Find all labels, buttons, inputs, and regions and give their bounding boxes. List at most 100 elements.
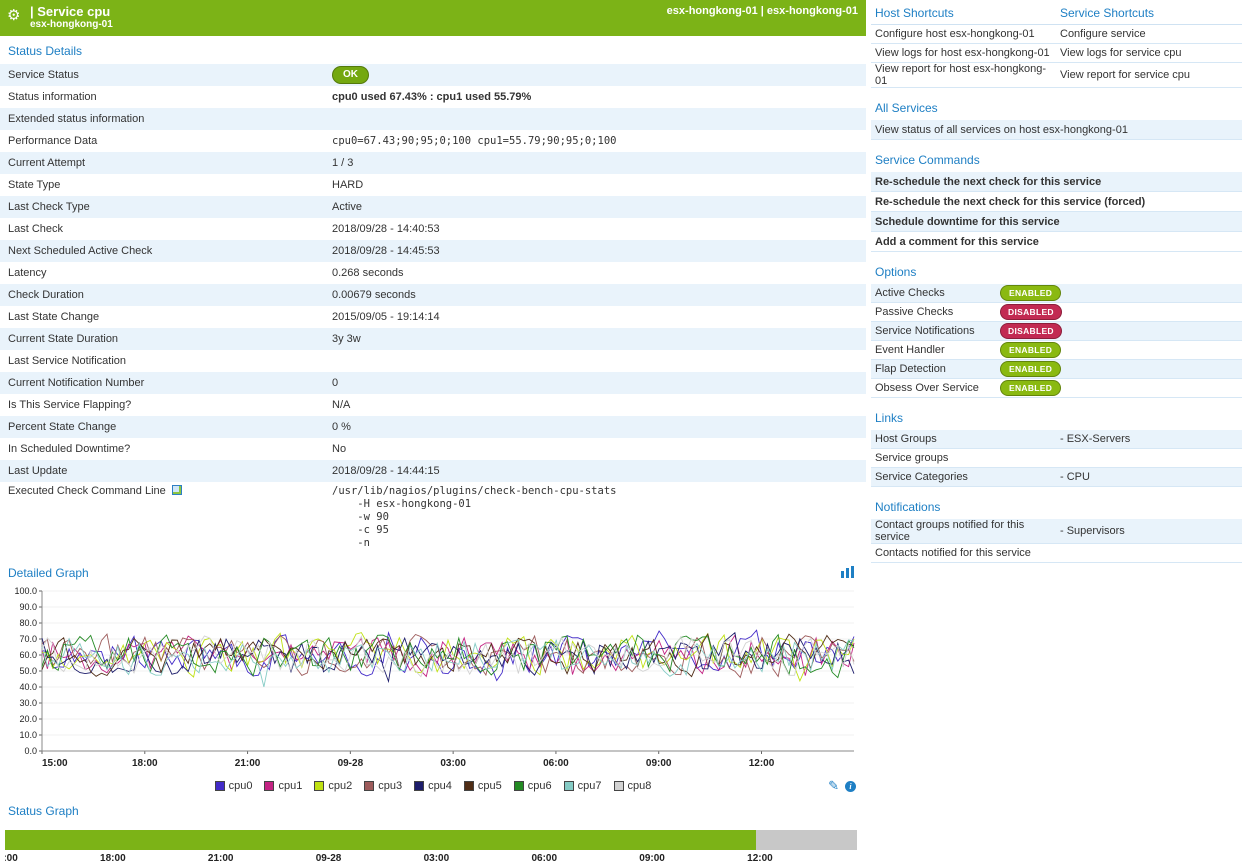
link-row: Service Categories - CPU — [871, 468, 1242, 487]
option-label: Flap Detection — [875, 363, 946, 375]
settings-gear-icon[interactable]: ⚙ — [7, 7, 21, 24]
legend-swatch — [613, 781, 624, 791]
option-state-badge: ENABLED — [1000, 379, 1062, 397]
option-row: Event Handler ENABLED — [871, 341, 1242, 360]
links-list: Host Groups - ESX-Servers Service groups Se… — [871, 430, 1242, 487]
option-label: Obsess Over Service — [875, 382, 979, 394]
y-axis-label: 50.0 — [19, 666, 37, 676]
legend-swatch — [513, 781, 524, 791]
legend-label: cpu0 — [228, 780, 253, 792]
status-row-label: State Type — [8, 179, 61, 191]
legend-label: cpu1 — [278, 780, 303, 792]
host-shortcut-link[interactable]: Configure host esx-hongkong-01 — [875, 28, 1035, 40]
x-axis-label: 12:00 — [749, 758, 775, 769]
host-shortcut-link[interactable]: View logs for host esx-hongkong-01 — [875, 47, 1050, 59]
x-axis-label: 03:00 — [440, 758, 466, 769]
legend-item: cpu7 — [563, 780, 602, 792]
y-axis-label: 100.0 — [14, 586, 37, 596]
options-list: Active Checks ENABLED Passive Checks DISABL… — [871, 284, 1242, 398]
legend-swatch — [264, 781, 275, 791]
legend-label: cpu5 — [477, 780, 502, 792]
all-services-row: View status of all services on host esx-… — [871, 120, 1242, 140]
status-row: Last Check 2018/09/28 - 14:40:53 — [0, 218, 866, 240]
edit-graph-icon[interactable]: ✎ — [828, 778, 839, 793]
shortcut-row: View logs for host esx-hongkong-01 View l… — [871, 44, 1242, 63]
status-graph-xaxis: 15:00 18:00 21:00 09-28 03:00 06:00 09:00 12:00 — [5, 853, 857, 867]
all-services-link[interactable]: View status of all services on host esx-… — [875, 123, 1128, 136]
command-test-icon[interactable] — [171, 485, 182, 495]
performance-data-text: cpu0=67.43;90;95;0;100 cpu1=55.79;90;95;… — [332, 135, 617, 147]
option-state-badge: ENABLED — [1000, 360, 1062, 378]
legend-label: cpu8 — [627, 780, 652, 792]
host-shortcuts-heading: Host Shortcuts — [875, 6, 954, 20]
status-row: Service Status OK — [0, 64, 866, 86]
status-x-label: 21:00 — [207, 853, 234, 864]
host-shortcut-link[interactable]: View report for host esx-hongkong-01 — [875, 63, 1046, 87]
status-x-label: 06:00 — [531, 853, 558, 864]
legend-item: cpu6 — [513, 780, 552, 792]
y-axis-label: 90.0 — [19, 602, 37, 612]
legend-item: cpu1 — [264, 780, 302, 792]
legend-item: cpu3 — [364, 780, 402, 792]
notification-row-label: Contact groups notified for this service — [875, 519, 1025, 543]
service-shortcut-link[interactable]: View logs for service cpu — [1060, 47, 1182, 59]
status-row-label: Current Attempt — [8, 157, 86, 169]
notification-value[interactable]: - Supervisors — [1060, 525, 1125, 537]
status-row: Executed Check Command Line/usr/lib/nagi… — [0, 482, 866, 558]
link-value[interactable]: - ESX-Servers — [1060, 433, 1131, 445]
notification-row: Contact groups notified for this service… — [871, 519, 1242, 544]
option-row: Passive Checks DISABLED — [871, 303, 1242, 322]
link-value[interactable]: - CPU — [1060, 471, 1090, 483]
legend-item: cpu2 — [314, 780, 352, 792]
service-command-link[interactable]: Add a comment for this service — [875, 235, 1039, 248]
status-row-value: 2015/09/05 - 19:14:14 — [332, 311, 440, 323]
status-row: Check Duration 0.00679 seconds — [0, 284, 866, 306]
legend-item: cpu4 — [414, 780, 452, 792]
legend-label: cpu2 — [328, 780, 353, 792]
option-label: Event Handler — [875, 344, 945, 356]
status-row-value: 1 / 3 — [332, 157, 354, 169]
y-axis-label: 30.0 — [19, 698, 37, 708]
service-command-link[interactable]: Schedule downtime for this service — [875, 215, 1060, 228]
legend-swatch — [314, 781, 325, 791]
service-shortcut-link[interactable]: Configure service — [1060, 28, 1146, 40]
status-row-label: Last Check Type — [8, 201, 90, 213]
legend-label: cpu6 — [527, 780, 552, 792]
status-x-label: 18:00 — [100, 853, 126, 864]
legend-label: cpu4 — [428, 780, 452, 792]
service-command-link[interactable]: Re-schedule the next check for this serv… — [875, 195, 1146, 208]
option-state-badge: ENABLED — [1000, 341, 1062, 359]
status-row-value: 0.268 seconds — [332, 267, 404, 279]
x-axis-label: 09-28 — [338, 758, 364, 769]
link-row: Service groups — [871, 449, 1242, 468]
status-row: Last Update 2018/09/28 - 14:44:15 — [0, 460, 866, 482]
status-row-label: Performance Data — [8, 135, 98, 147]
service-command-link[interactable]: Re-schedule the next check for this serv… — [875, 175, 1102, 188]
series-line-cpu8 — [41, 635, 855, 678]
status-row-value: 0 % — [332, 421, 351, 433]
options-heading: Options — [875, 265, 917, 279]
status-x-label: 12:00 — [747, 853, 773, 864]
legend-item: cpu8 — [613, 780, 652, 792]
status-x-label: 09-28 — [315, 853, 342, 864]
status-row-value: 3y 3w — [332, 333, 361, 345]
status-row-label: Next Scheduled Active Check — [8, 245, 153, 257]
status-row: Current State Duration 3y 3w — [0, 328, 866, 350]
info-icon[interactable]: i — [845, 780, 856, 792]
y-axis-label: 20.0 — [19, 714, 37, 724]
bar-chart-icon[interactable] — [841, 565, 854, 583]
page-subtitle-host-link[interactable]: esx-hongkong-01 — [30, 19, 113, 30]
page-title: | Service cpu — [30, 4, 111, 19]
header-host-links[interactable]: esx-hongkong-01 | esx-hongkong-01 — [666, 5, 858, 17]
legend-swatch — [463, 781, 474, 791]
service-shortcuts-heading: Service Shortcuts — [1060, 6, 1155, 20]
graph-legend: cpu0 cpu1 cpu2 cpu3 cpu4 cpu5 cpu6 cpu7 cpu8 — [0, 776, 866, 796]
status-row: Latency 0.268 seconds — [0, 262, 866, 284]
x-axis-label: 06:00 — [543, 758, 569, 769]
y-axis-label: 40.0 — [19, 682, 37, 692]
status-segment-no-data — [756, 830, 857, 850]
status-row: Percent State Change 0 % — [0, 416, 866, 438]
service-shortcut-link[interactable]: View report for service cpu — [1060, 69, 1191, 81]
graph-legend-row: cpu0 cpu1 cpu2 cpu3 cpu4 cpu5 cpu6 cpu7 cpu8 ✎ i — [0, 776, 866, 796]
series-line-cpu1 — [41, 634, 855, 678]
